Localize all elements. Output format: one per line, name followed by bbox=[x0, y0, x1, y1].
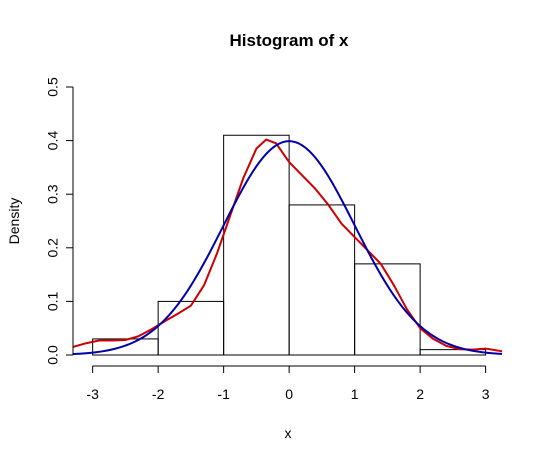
x-axis: -3 -2 -1 0 1 2 3 bbox=[86, 365, 490, 402]
y-tick-label: 0.1 bbox=[45, 291, 61, 311]
y-tick-label: 0.2 bbox=[45, 238, 61, 258]
x-tick-label: 3 bbox=[482, 386, 490, 402]
y-tick-label: 0.0 bbox=[45, 345, 61, 365]
kernel-density-curve bbox=[72, 138, 503, 353]
histogram-bar-5 bbox=[354, 263, 421, 356]
normal-density-curve bbox=[72, 140, 503, 356]
x-tick-label: 2 bbox=[416, 386, 424, 402]
x-tick-label: -2 bbox=[152, 386, 165, 402]
histogram-bar-2 bbox=[157, 300, 225, 356]
x-tick-label: 1 bbox=[351, 386, 359, 402]
x-tick-label: -3 bbox=[86, 386, 99, 402]
y-tick-label: 0.5 bbox=[45, 77, 61, 97]
chart-title: Histogram of x bbox=[229, 31, 349, 50]
y-axis-label: Density bbox=[6, 198, 22, 245]
y-tick-label: 0.3 bbox=[45, 184, 61, 204]
histogram-bar-3 bbox=[223, 134, 290, 356]
x-tick-label: 0 bbox=[285, 386, 293, 402]
histogram-bars bbox=[92, 134, 487, 356]
x-tick-label: -1 bbox=[217, 386, 230, 402]
x-axis-label: x bbox=[285, 425, 292, 441]
y-tick-label: 0.4 bbox=[45, 131, 61, 151]
y-axis: 0.0 0.1 0.2 0.3 0.4 0.5 bbox=[45, 77, 74, 365]
density-curves bbox=[72, 138, 503, 356]
